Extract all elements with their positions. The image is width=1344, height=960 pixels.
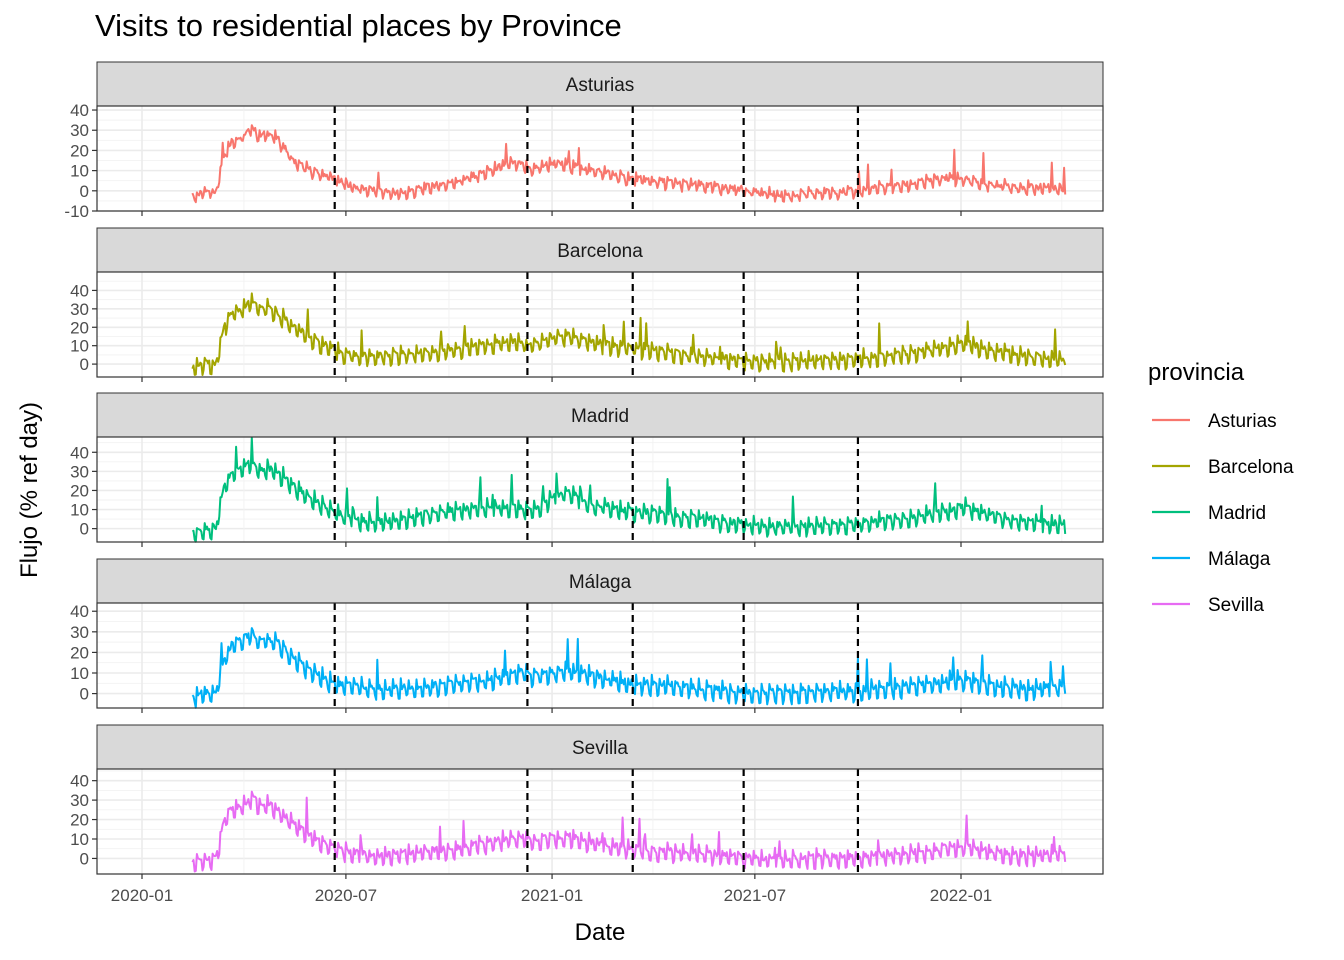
facet-border-mlaga bbox=[96, 602, 1104, 709]
y-tick-label: 20 bbox=[70, 643, 89, 662]
x-tick-label: 2021-01 bbox=[521, 886, 583, 905]
y-tick-label: 0 bbox=[80, 355, 89, 374]
y-tick-label: 40 bbox=[70, 101, 89, 120]
y-tick-label: 10 bbox=[70, 664, 89, 683]
facet-border-asturias bbox=[96, 105, 1104, 212]
y-tick-label: 30 bbox=[70, 791, 89, 810]
y-axis-title: Flujo (% ref day) bbox=[16, 402, 43, 578]
facet-strip-asturias bbox=[96, 61, 1104, 107]
legend-title: provincia bbox=[1148, 359, 1245, 386]
y-tick-label: 10 bbox=[70, 337, 89, 356]
x-tick-label: 2021-07 bbox=[724, 886, 786, 905]
facet-strip-madrid bbox=[96, 392, 1104, 438]
y-tick-label: 30 bbox=[70, 462, 89, 481]
series-line-sevilla bbox=[191, 790, 1067, 873]
y-tick-label: 30 bbox=[70, 300, 89, 319]
facet-panel-asturias bbox=[97, 106, 1103, 211]
y-tick-label: 10 bbox=[70, 501, 89, 520]
legend-label-mlaga: Málaga bbox=[1208, 549, 1271, 570]
x-tick-label: 2022-01 bbox=[930, 886, 992, 905]
y-tick-label: 20 bbox=[70, 481, 89, 500]
facet-panel-barcelona bbox=[97, 272, 1103, 377]
y-tick-label: 30 bbox=[70, 121, 89, 140]
facet-panel-mlaga bbox=[97, 603, 1103, 708]
facet-border-barcelona bbox=[96, 271, 1104, 378]
series-line-madrid bbox=[191, 436, 1067, 543]
y-tick-label: 40 bbox=[70, 281, 89, 300]
series-line-asturias bbox=[191, 124, 1067, 204]
facet-border-madrid bbox=[96, 436, 1104, 543]
legend-label-asturias: Asturias bbox=[1208, 411, 1277, 432]
y-tick-label: 30 bbox=[70, 623, 89, 642]
y-tick-label: 0 bbox=[80, 182, 89, 201]
facet-strip-barcelona bbox=[96, 227, 1104, 273]
y-tick-label: 40 bbox=[70, 443, 89, 462]
facet-panel-sevilla bbox=[97, 769, 1103, 874]
chart-title: Visits to residential places by Province bbox=[95, 8, 622, 43]
legend-label-madrid: Madrid bbox=[1208, 503, 1266, 524]
y-tick-label: -10 bbox=[64, 202, 89, 221]
y-tick-label: 20 bbox=[70, 811, 89, 830]
y-tick-label: 40 bbox=[70, 772, 89, 791]
legend-label-sevilla: Sevilla bbox=[1208, 595, 1264, 616]
y-tick-label: 10 bbox=[70, 830, 89, 849]
series-line-mlaga bbox=[191, 627, 1067, 709]
x-tick-label: 2020-07 bbox=[315, 886, 377, 905]
facet-label-madrid: Madrid bbox=[571, 406, 629, 427]
legend-label-barcelona: Barcelona bbox=[1208, 457, 1294, 478]
facet-border-sevilla bbox=[96, 768, 1104, 875]
y-tick-label: 0 bbox=[80, 520, 89, 539]
series-line-barcelona bbox=[191, 292, 1067, 376]
facet-strip-mlaga bbox=[96, 558, 1104, 604]
facet-label-mlaga: Málaga bbox=[569, 572, 632, 593]
x-axis-title: Date bbox=[575, 919, 626, 946]
x-tick-label: 2020-01 bbox=[111, 886, 173, 905]
y-tick-label: 40 bbox=[70, 602, 89, 621]
facet-label-barcelona: Barcelona bbox=[557, 241, 643, 262]
y-tick-label: 20 bbox=[70, 318, 89, 337]
y-tick-label: 0 bbox=[80, 685, 89, 704]
facet-label-sevilla: Sevilla bbox=[572, 738, 628, 759]
y-tick-label: 20 bbox=[70, 141, 89, 160]
y-tick-label: 10 bbox=[70, 162, 89, 181]
y-tick-label: 0 bbox=[80, 849, 89, 868]
facet-label-asturias: Asturias bbox=[566, 75, 635, 96]
